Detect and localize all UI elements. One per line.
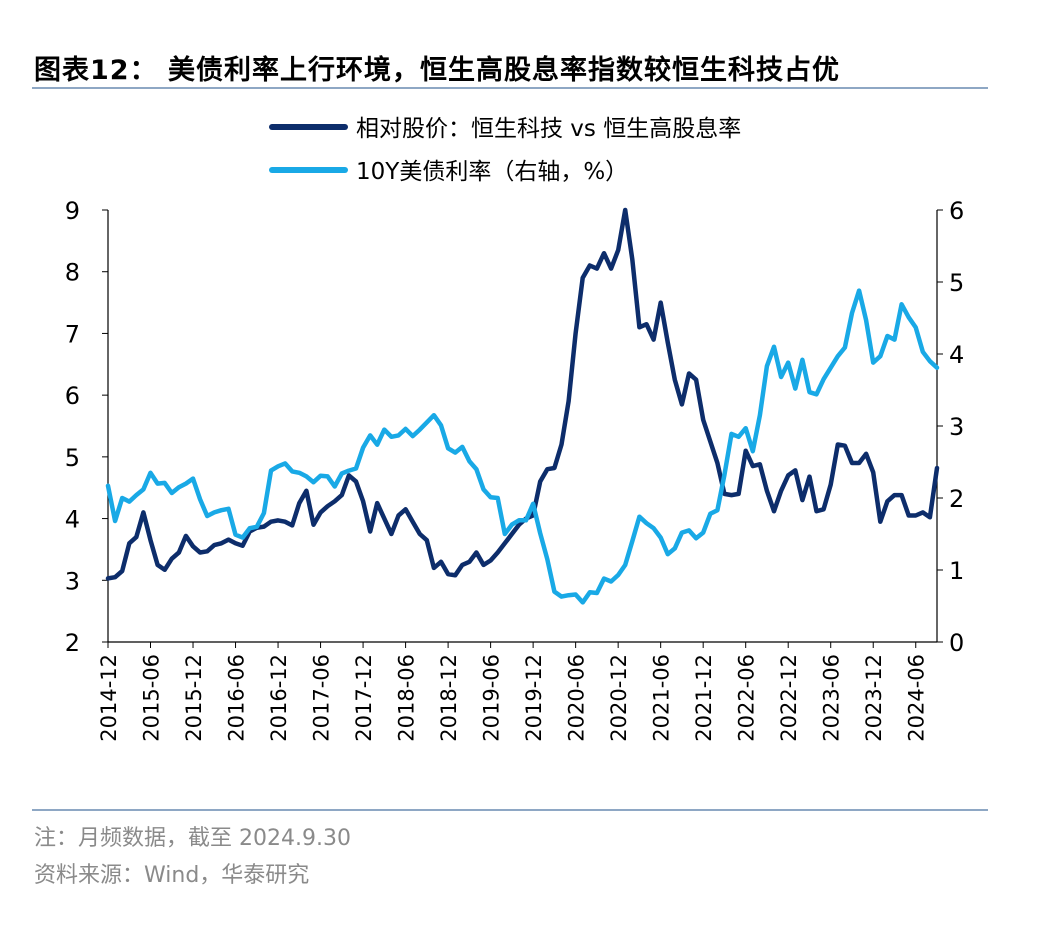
x-tick-label: 2017-06 (310, 654, 334, 742)
right-tick-label: 5 (949, 269, 964, 297)
x-tick-label: 2018-06 (395, 654, 419, 742)
x-tick-label: 2023-12 (862, 654, 886, 742)
x-tick-label: 2022-12 (777, 654, 801, 742)
right-tick-label: 1 (949, 557, 964, 585)
footer-rule (32, 809, 988, 811)
left-tick-label: 8 (65, 259, 80, 287)
plot-area (105, 207, 940, 605)
left-tick-label: 4 (65, 506, 80, 534)
left-tick-label: 7 (65, 320, 80, 348)
left-tick-label: 2 (65, 629, 80, 657)
footnote: 注：月频数据，截至 2024.9.30 (34, 826, 351, 851)
x-tick-label: 2015-12 (182, 654, 206, 742)
left-tick-label: 9 (65, 197, 80, 225)
right-tick-label: 0 (949, 629, 964, 657)
figure-title: 图表12： 美债利率上行环境，恒生高股息率指数较恒生科技占优 (34, 55, 840, 86)
x-tick-label: 2019-06 (480, 654, 504, 742)
legend-label-relative-price: 相对股价：恒生科技 vs 恒生高股息率 (356, 116, 741, 142)
series-line-us-10y-yield (105, 288, 940, 605)
legend: 相对股价：恒生科技 vs 恒生高股息率 10Y美债利率（右轴，%） (269, 116, 741, 185)
right-tick-label: 6 (949, 197, 964, 225)
x-tick-label: 2019-12 (522, 654, 546, 742)
left-tick-label: 3 (65, 567, 80, 595)
x-tick-label: 2021-12 (692, 654, 716, 742)
legend-label-us-10y-yield: 10Y美债利率（右轴，%） (356, 159, 628, 185)
x-tick-label: 2023-06 (820, 654, 844, 742)
title-rule (32, 87, 988, 89)
x-tick-label: 2020-06 (565, 654, 589, 742)
x-tick-label: 2020-12 (607, 654, 631, 742)
axes: 2 3 4 5 6 7 8 9 0 1 2 3 4 5 6 2014-12 2015-06 2015-12 2016… (65, 197, 965, 742)
left-tick-label: 6 (65, 382, 80, 410)
x-tick-label: 2022-06 (735, 654, 759, 742)
right-tick-label: 4 (949, 341, 964, 369)
x-tick-label: 2024-06 (905, 654, 929, 742)
right-tick-label: 2 (949, 485, 964, 513)
x-tick-label: 2014-12 (97, 654, 121, 742)
x-tick-label: 2017-12 (352, 654, 376, 742)
x-tick-label: 2016-12 (267, 654, 291, 742)
x-tick-label: 2016-06 (225, 654, 249, 742)
x-tick-label: 2021-06 (650, 654, 674, 742)
right-tick-label: 3 (949, 413, 964, 441)
x-tick-label: 2015-06 (140, 654, 164, 742)
source-note: 资料来源：Wind，华泰研究 (34, 863, 310, 888)
left-tick-label: 5 (65, 444, 80, 472)
x-tick-label: 2018-12 (437, 654, 461, 742)
